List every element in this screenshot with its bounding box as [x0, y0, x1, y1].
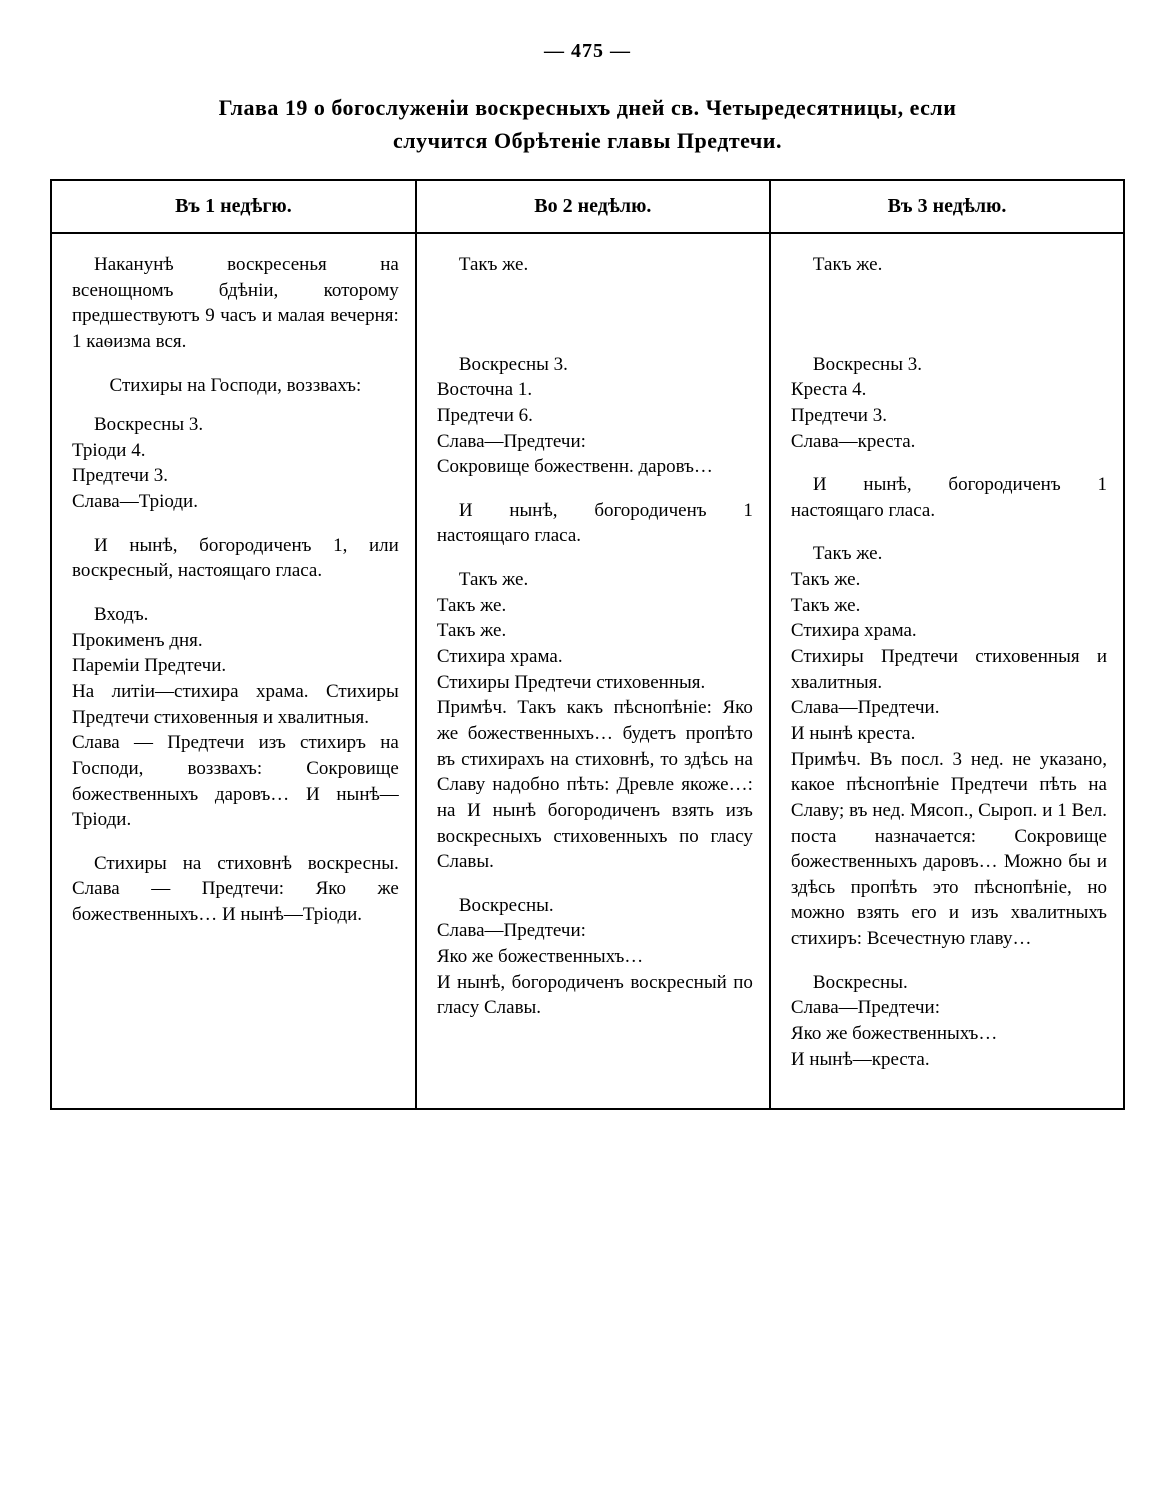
- table-row: Наканунѣ воскресенья на всенощномъ бдѣні…: [51, 233, 1124, 1109]
- bogorodichen-1: И нынѣ, богородиченъ 1, или воскресный, …: [72, 533, 399, 584]
- stikhovne-2: Воскресны. Слава—Предтечи: Яко же божест…: [437, 893, 753, 1021]
- bogorodichen-2: И нынѣ, богородиченъ 1 настоящаго гласа.: [437, 498, 753, 549]
- intro-text: Наканунѣ воскресенья на всенощномъ бдѣні…: [72, 252, 399, 355]
- stichiry-list-2: Воскресны 3. Восточна 1. Предтечи 6. Сла…: [437, 352, 753, 480]
- title-line-2: случится Обрѣтеніе главы Предтечи.: [393, 128, 782, 153]
- table-header-row: Въ 1 недѣгю. Во 2 недѣлю. Въ 3 недѣлю.: [51, 180, 1124, 233]
- intro-text-3: Такъ же.: [791, 252, 1107, 278]
- intro-text-2: Такъ же.: [437, 252, 753, 278]
- col-header-1: Въ 1 недѣгю.: [51, 180, 416, 233]
- cell-week2: Такъ же. Воскресны 3. Восточна 1. Предте…: [416, 233, 770, 1109]
- stichiry-label: Стихиры на Господи, воззвахъ:: [72, 373, 399, 399]
- title-line-1: Глава 19 о богослуженіи воскресныхъ дней…: [219, 95, 957, 120]
- chapter-title: Глава 19 о богослуженіи воскресныхъ дней…: [50, 91, 1125, 157]
- page-number: — 475 —: [50, 40, 1125, 63]
- col-header-2: Во 2 недѣлю.: [416, 180, 770, 233]
- col-header-3: Въ 3 недѣлю.: [770, 180, 1124, 233]
- order-2: Такъ же. Такъ же. Такъ же. Стихира храма…: [437, 567, 753, 875]
- cell-week3: Такъ же. Воскресны 3. Креста 4. Предтечи…: [770, 233, 1124, 1109]
- liturgy-table: Въ 1 недѣгю. Во 2 недѣлю. Въ 3 недѣлю. Н…: [50, 179, 1125, 1110]
- stikhovne-1: Стихиры на стиховнѣ воскресны. Слава — П…: [72, 851, 399, 928]
- stichiry-list-1: Воскресны 3. Тріоди 4. Предтечи 3. Слава…: [72, 412, 399, 515]
- bogorodichen-3: И нынѣ, богородиченъ 1 настоящаго гласа.: [791, 472, 1107, 523]
- order-3: Такъ же. Такъ же. Такъ же. Стихира храма…: [791, 541, 1107, 951]
- cell-week1: Наканунѣ воскресенья на всенощномъ бдѣні…: [51, 233, 416, 1109]
- order-1: Входъ. Прокименъ дня. Пареміи Предтечи. …: [72, 602, 399, 833]
- stikhovne-3: Воскресны. Слава—Предтечи: Яко же божест…: [791, 970, 1107, 1073]
- stichiry-list-3: Воскресны 3. Креста 4. Предтечи 3. Слава…: [791, 352, 1107, 455]
